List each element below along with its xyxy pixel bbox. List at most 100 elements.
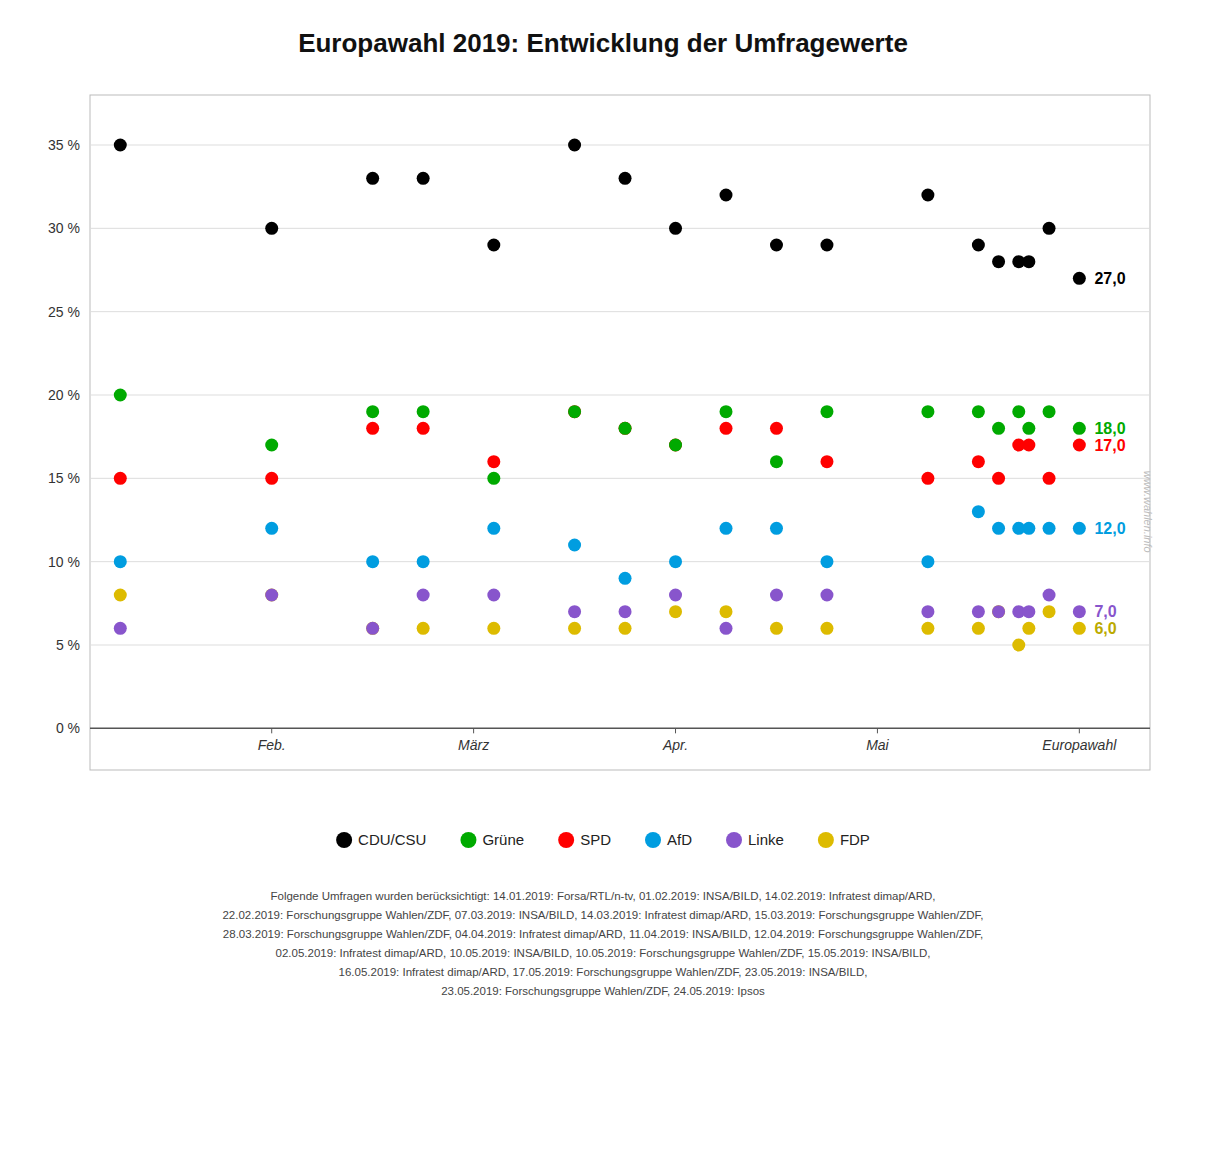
point — [619, 422, 632, 435]
point — [114, 622, 127, 635]
point — [568, 405, 581, 418]
point — [669, 589, 682, 602]
series-points — [114, 589, 1086, 652]
grid-line — [90, 228, 1150, 229]
x-tick-label: Mai — [866, 737, 889, 753]
y-tick-label: 30 % — [48, 220, 80, 236]
footnote-line: 22.02.2019: Forschungsgruppe Wahlen/ZDF,… — [222, 909, 983, 921]
point — [568, 605, 581, 618]
series-points — [114, 389, 1086, 485]
series-points — [114, 505, 1086, 585]
point — [921, 555, 934, 568]
y-tick-label: 0 % — [56, 720, 80, 736]
point — [1073, 522, 1086, 535]
legend-swatch — [645, 832, 661, 848]
point — [720, 422, 733, 435]
point — [417, 622, 430, 635]
point — [265, 522, 278, 535]
point — [366, 555, 379, 568]
point — [265, 589, 278, 602]
grid-line — [90, 728, 1150, 730]
point — [417, 555, 430, 568]
point — [1073, 422, 1086, 435]
legend-label: Grüne — [482, 831, 524, 848]
final-value-label: 18,0 — [1094, 420, 1125, 437]
grid-line — [90, 311, 1150, 312]
point — [1073, 439, 1086, 452]
point — [568, 622, 581, 635]
point — [921, 622, 934, 635]
legend-item: Linke — [726, 831, 784, 848]
point — [921, 605, 934, 618]
point — [265, 439, 278, 452]
point — [1073, 605, 1086, 618]
x-tick-label: Europawahl — [1042, 737, 1117, 753]
x-tick — [675, 728, 676, 733]
legend-label: SPD — [580, 831, 611, 848]
x-tick — [271, 728, 272, 733]
title: Europawahl 2019: Entwicklung der Umfrage… — [298, 28, 908, 58]
final-value-label: 6,0 — [1094, 620, 1116, 637]
grid-line — [90, 478, 1150, 479]
final-value-label: 17,0 — [1094, 437, 1125, 454]
point — [619, 172, 632, 185]
point — [992, 522, 1005, 535]
chart: Europawahl 2019: Entwicklung der Umfrage… — [0, 0, 1206, 1173]
point — [366, 405, 379, 418]
point — [972, 622, 985, 635]
point — [770, 622, 783, 635]
x-tick — [1079, 728, 1080, 733]
point — [487, 472, 500, 485]
legend-swatch — [726, 832, 742, 848]
point — [669, 439, 682, 452]
point — [820, 555, 833, 568]
footnote-line: Folgende Umfragen wurden berücksichtigt:… — [270, 890, 935, 902]
point — [1022, 255, 1035, 268]
point — [417, 589, 430, 602]
point — [720, 405, 733, 418]
point — [265, 222, 278, 235]
plot-frame — [90, 95, 1150, 770]
point — [114, 389, 127, 402]
point — [820, 239, 833, 252]
point — [1043, 522, 1056, 535]
point — [619, 422, 632, 435]
grid-line — [90, 561, 1150, 562]
y-tick-label: 20 % — [48, 387, 80, 403]
x-tick-label: Apr. — [662, 737, 688, 753]
point — [265, 472, 278, 485]
x-tick — [877, 728, 878, 733]
point — [770, 455, 783, 468]
legend-swatch — [460, 832, 476, 848]
point — [487, 622, 500, 635]
points — [114, 139, 1086, 652]
watermark: www.wahlen.info — [1142, 471, 1154, 553]
point — [992, 472, 1005, 485]
point — [921, 472, 934, 485]
y-tick-label: 25 % — [48, 304, 80, 320]
point — [921, 189, 934, 202]
final-value-label: 12,0 — [1094, 520, 1125, 537]
point — [820, 405, 833, 418]
point — [366, 172, 379, 185]
point — [1043, 222, 1056, 235]
point — [487, 589, 500, 602]
point — [770, 422, 783, 435]
point — [972, 605, 985, 618]
point — [366, 622, 379, 635]
grid-line — [90, 145, 1150, 146]
point — [972, 505, 985, 518]
point — [114, 589, 127, 602]
point — [820, 589, 833, 602]
point — [114, 555, 127, 568]
point — [770, 589, 783, 602]
x-tick — [473, 728, 474, 733]
point — [992, 422, 1005, 435]
footnote-line: 02.05.2019: Infratest dimap/ARD, 10.05.2… — [276, 947, 931, 959]
point — [1073, 272, 1086, 285]
point — [1022, 622, 1035, 635]
point — [770, 522, 783, 535]
y-tick-label: 5 % — [56, 637, 80, 653]
x-tick-label: März — [458, 737, 489, 753]
legend: CDU/CSUGrüneSPDAfDLinkeFDP — [336, 831, 870, 848]
